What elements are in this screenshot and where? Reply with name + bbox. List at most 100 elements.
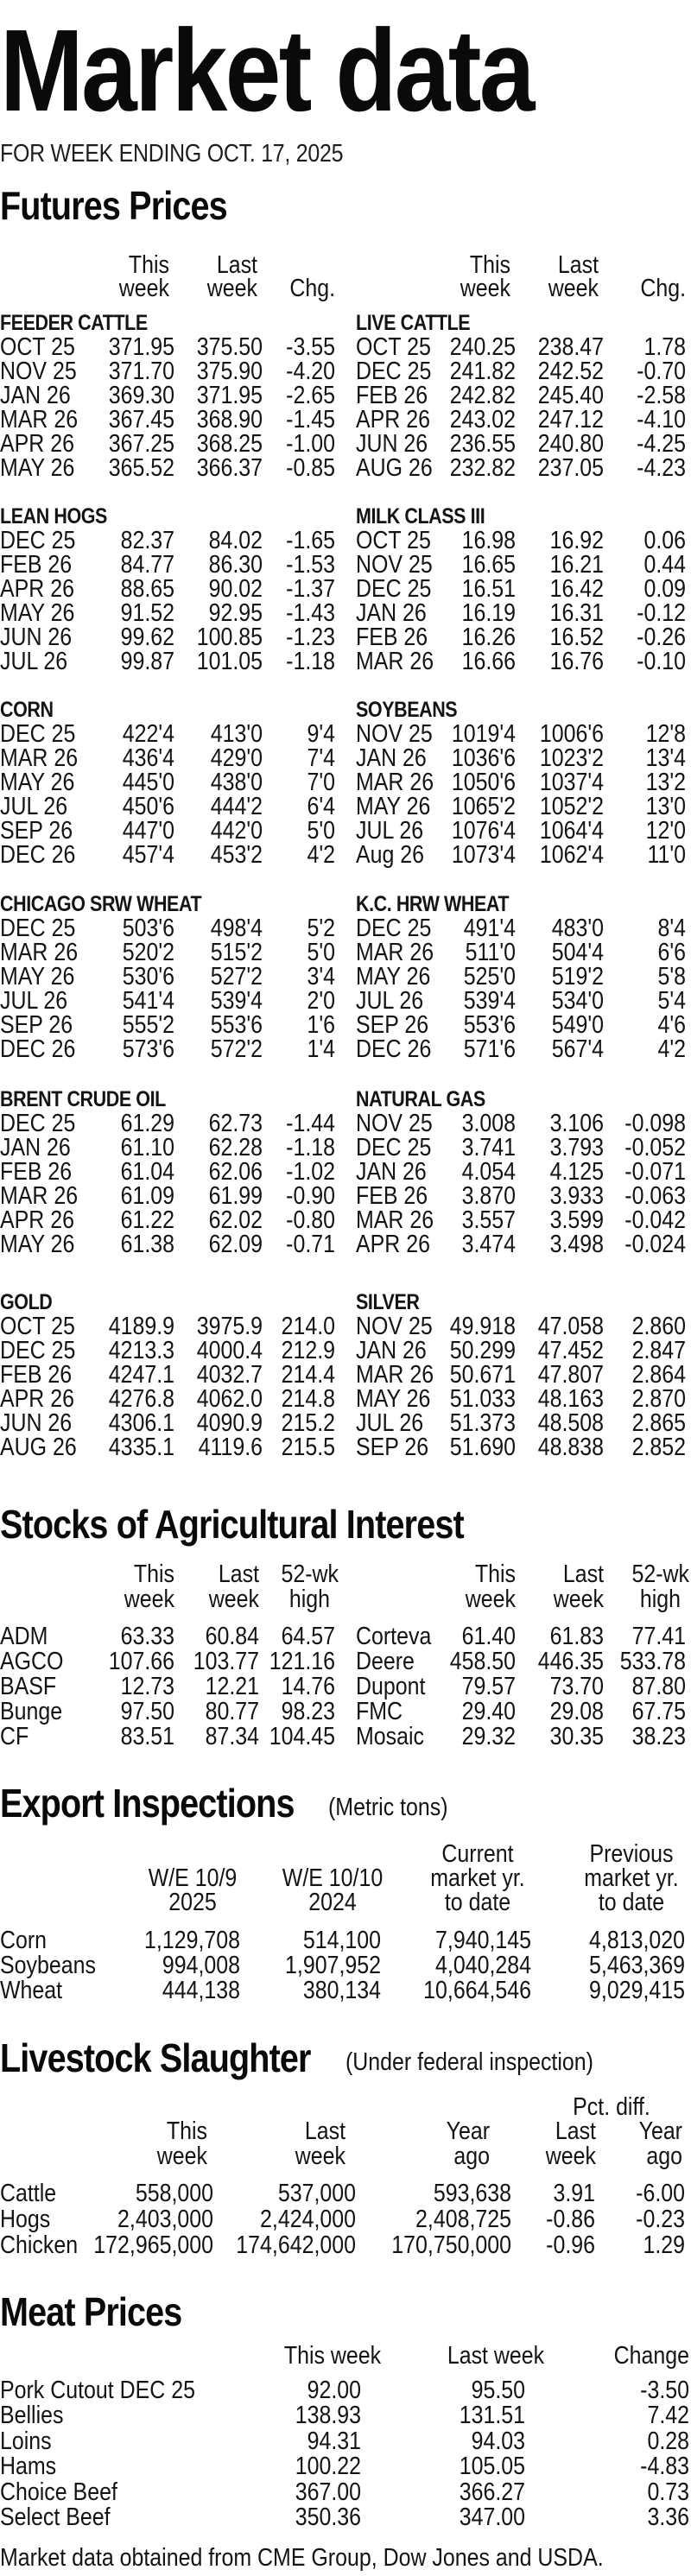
price-this-week: 242.82 xyxy=(449,382,517,409)
meat-this-week: 138.93 xyxy=(295,2402,362,2430)
stock-52wk-high: 533.78 xyxy=(619,1648,687,1675)
commodity-heading: K.C. HRW WHEAT xyxy=(355,892,510,916)
stock-last-week: 80.77 xyxy=(205,1698,260,1725)
price-last-week: 4090.9 xyxy=(196,1409,263,1437)
slaughter-value: 537,000 xyxy=(277,2180,357,2207)
slaughter-value: 172,965,000 xyxy=(93,2231,214,2259)
price-change: 7'0 xyxy=(307,769,336,796)
contract-month: DEC 25 xyxy=(0,1337,76,1364)
contract-month: DEC 25 xyxy=(0,915,76,942)
price-last-week: 553'6 xyxy=(210,1011,263,1039)
price-change: 7'4 xyxy=(307,744,336,772)
column-header: high xyxy=(639,1585,681,1613)
price-last-week: 371.95 xyxy=(196,382,263,409)
price-change: 11'0 xyxy=(647,841,687,869)
price-last-week: 3.933 xyxy=(549,1182,605,1210)
slaughter-value: -0.86 xyxy=(546,2206,596,2233)
week-ending-date: FOR WEEK ENDING OCT. 17, 2025 xyxy=(0,140,344,168)
column-header: 52-wk xyxy=(631,1560,690,1588)
price-change: -0.71 xyxy=(286,1231,336,1258)
slaughter-value: 2,408,725 xyxy=(415,2206,512,2233)
price-this-week: 50.299 xyxy=(449,1337,517,1364)
column-header: week xyxy=(206,275,258,302)
price-last-week: 1037'4 xyxy=(539,769,605,796)
stock-this-week: 61.40 xyxy=(461,1623,517,1650)
section-heading-exports: Export Inspections xyxy=(0,1781,295,1826)
price-last-week: 1023'2 xyxy=(539,744,605,772)
column-header: week xyxy=(548,275,599,302)
contract-month: NOV 25 xyxy=(355,1313,433,1340)
price-this-week: 525'0 xyxy=(463,963,517,991)
price-this-week: 99.87 xyxy=(120,648,175,675)
price-this-week: 243.02 xyxy=(449,406,517,434)
price-this-week: 232.82 xyxy=(449,454,517,482)
column-header: to date xyxy=(598,1889,665,1916)
price-this-week: 51.690 xyxy=(449,1434,517,1461)
stock-last-week: 30.35 xyxy=(549,1723,605,1750)
stock-last-week: 103.77 xyxy=(193,1648,260,1675)
stock-52wk-high: 38.23 xyxy=(631,1723,687,1750)
price-change: 5'2 xyxy=(307,915,336,942)
export-value: 7,940,145 xyxy=(435,1927,532,1954)
price-this-week: 1065'2 xyxy=(451,793,517,820)
price-this-week: 3.008 xyxy=(461,1110,517,1137)
price-change: 6'4 xyxy=(307,793,336,820)
price-this-week: 541'4 xyxy=(122,987,175,1015)
column-header: 2025 xyxy=(168,1889,217,1916)
price-last-week: 247.12 xyxy=(537,406,605,434)
price-change: -4.10 xyxy=(637,406,687,434)
contract-month: OCT 25 xyxy=(0,1313,75,1340)
price-last-week: 240.80 xyxy=(537,430,605,458)
stock-name: Corteva xyxy=(355,1623,432,1650)
price-last-week: 1064'4 xyxy=(539,817,605,845)
price-last-week: 47.058 xyxy=(537,1313,605,1340)
pct-diff-header: Pct. diff. xyxy=(573,2093,650,2121)
price-this-week: 365.52 xyxy=(108,454,175,482)
stock-last-week: 61.83 xyxy=(549,1623,605,1650)
contract-month: JAN 26 xyxy=(0,1134,71,1161)
price-change: 2.860 xyxy=(631,1313,687,1340)
livestock-name: Hogs xyxy=(0,2206,51,2233)
livestock-name: Cattle xyxy=(0,2180,57,2207)
price-this-week: 450'6 xyxy=(122,793,175,820)
price-change: -0.071 xyxy=(624,1158,687,1186)
price-last-week: 483'0 xyxy=(551,915,605,942)
stock-52wk-high: 77.41 xyxy=(631,1623,687,1650)
slaughter-value: 2,403,000 xyxy=(117,2206,214,2233)
contract-month: FEB 26 xyxy=(0,1158,73,1186)
contract-month: AUG 26 xyxy=(355,454,433,482)
price-change: -1.53 xyxy=(286,551,336,579)
price-this-week: 16.51 xyxy=(461,575,517,603)
contract-month: DEC 25 xyxy=(0,527,76,554)
export-value: 4,040,284 xyxy=(435,1952,532,1979)
column-header: week xyxy=(553,1585,605,1613)
price-this-week: 445'0 xyxy=(122,769,175,796)
price-change: 214.8 xyxy=(281,1385,336,1413)
price-this-week: 51.033 xyxy=(449,1385,517,1413)
contract-month: APR 26 xyxy=(355,406,430,434)
price-change: 4'2 xyxy=(307,841,336,869)
column-header: week xyxy=(208,1585,260,1613)
contract-month: DEC 26 xyxy=(0,1035,76,1063)
meat-change: 0.73 xyxy=(647,2478,690,2506)
contract-month: FEB 26 xyxy=(355,382,428,409)
column-header: ago xyxy=(453,2142,491,2170)
price-this-week: 3.474 xyxy=(461,1231,517,1258)
stock-52wk-high: 14.76 xyxy=(281,1673,336,1700)
price-change: -1.23 xyxy=(286,623,336,651)
price-last-week: 539'4 xyxy=(210,987,263,1015)
price-this-week: 520'2 xyxy=(122,939,175,966)
price-change: 13'0 xyxy=(645,793,687,820)
price-change: 214.4 xyxy=(281,1361,336,1389)
price-change: 2.847 xyxy=(631,1337,687,1364)
price-change: 2.852 xyxy=(631,1434,687,1461)
contract-month: JAN 26 xyxy=(355,1158,427,1186)
contract-month: JUL 26 xyxy=(0,648,68,675)
commodity-heading: NATURAL GAS xyxy=(355,1087,485,1111)
stock-name: Dupont xyxy=(355,1673,426,1700)
stock-name: CF xyxy=(0,1723,29,1750)
price-last-week: 1006'6 xyxy=(539,720,605,748)
price-change: 214.0 xyxy=(281,1313,336,1340)
livestock-name: Chicken xyxy=(0,2231,79,2259)
price-last-week: 47.807 xyxy=(537,1361,605,1389)
